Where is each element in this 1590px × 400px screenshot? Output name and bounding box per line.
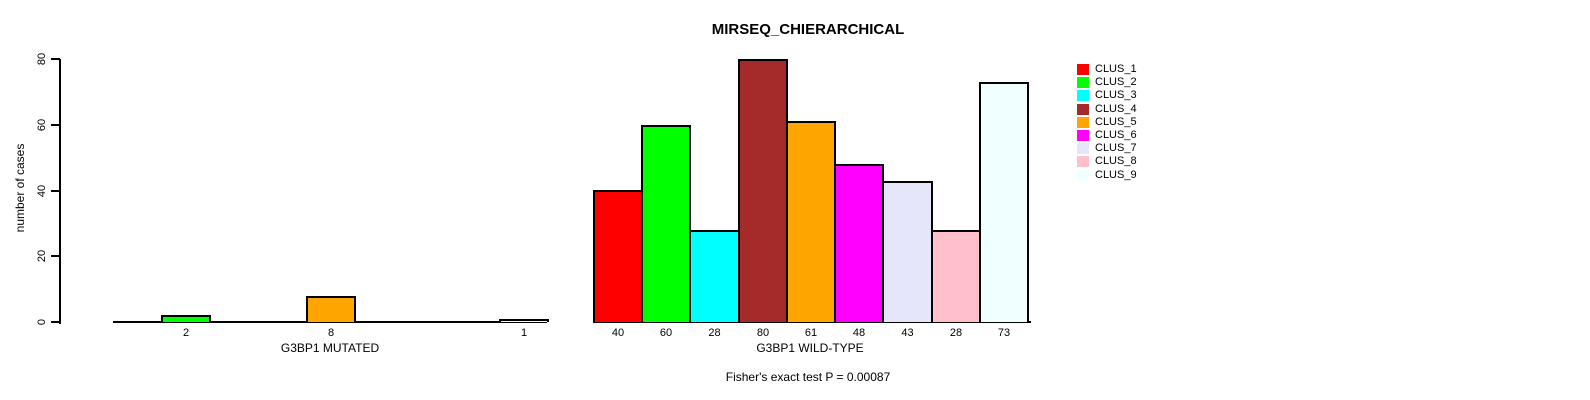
bar-value-label: 28 <box>708 327 721 339</box>
legend: CLUS_1 CLUS_2 CLUS_3 CLUS_4 CLUS_5 CLUS_6 CLUS… <box>1077 63 1217 182</box>
legend-swatch-clus_3 <box>1077 90 1089 102</box>
bar-clus_5-group1 <box>306 296 356 322</box>
x-baseline-mutated-group <box>113 321 547 323</box>
legend-row: CLUS_8 <box>1077 155 1217 168</box>
legend-swatch-clus_4 <box>1077 103 1089 115</box>
y-tick-mark <box>51 124 60 126</box>
bar-value-label: 73 <box>997 327 1011 339</box>
legend-label: CLUS_9 <box>1095 168 1137 181</box>
y-tick-label: 40 <box>36 184 48 198</box>
legend-label: CLUS_3 <box>1095 89 1137 102</box>
y-axis-title: number of cases <box>13 143 27 233</box>
y-tick-label: 60 <box>36 118 48 132</box>
legend-row: CLUS_6 <box>1077 129 1217 142</box>
legend-swatch-clus_8 <box>1077 156 1089 168</box>
bar-value-label: 1 <box>520 327 528 339</box>
bar-clus_7-group2 <box>882 181 933 322</box>
bar-clus_1-group2 <box>593 190 643 322</box>
bar-value-label: 80 <box>756 327 770 339</box>
legend-swatch-clus_7 <box>1077 143 1089 155</box>
x-baseline-wildtype-group <box>593 321 1031 323</box>
legend-swatch-clus_1 <box>1077 64 1089 76</box>
chart-title: MIRSEQ_CHIERARCHICAL <box>711 21 905 38</box>
y-axis-line <box>59 59 61 324</box>
legend-row: CLUS_5 <box>1077 116 1217 129</box>
legend-label: CLUS_4 <box>1095 102 1137 115</box>
x-axis-label-mutated: G3BP1 MUTATED <box>280 341 380 355</box>
legend-row: CLUS_7 <box>1077 142 1217 155</box>
bar-value-label: 61 <box>804 327 818 339</box>
y-tick-mark <box>51 190 60 192</box>
legend-swatch-clus_6 <box>1077 130 1089 142</box>
bar-value-label: 40 <box>611 327 625 339</box>
legend-label: CLUS_7 <box>1095 142 1137 155</box>
bar-clus_9-group2 <box>979 82 1029 322</box>
y-tick-mark <box>51 321 60 323</box>
bar-clus_3-group2 <box>689 230 740 322</box>
legend-swatch-clus_2 <box>1077 77 1089 89</box>
legend-row: CLUS_3 <box>1077 89 1217 102</box>
bar-value-label: 28 <box>949 327 963 339</box>
y-tick-label: 0 <box>36 318 48 326</box>
bar-value-label: 2 <box>182 327 190 339</box>
bar-clus_9-group1 <box>499 319 549 322</box>
bar-clus_2-group1 <box>161 315 211 322</box>
legend-label: CLUS_6 <box>1095 129 1137 142</box>
y-tick-mark <box>51 58 60 60</box>
y-tick-label: 20 <box>36 249 48 263</box>
legend-label: CLUS_8 <box>1095 155 1137 168</box>
x-axis-label-wildtype: G3BP1 WILD-TYPE <box>756 341 864 355</box>
bar-value-label: 43 <box>901 327 914 339</box>
bar-clus_2-group2 <box>641 125 691 322</box>
y-tick-label: 80 <box>36 52 48 66</box>
bar-clus_8-group2 <box>931 230 981 322</box>
legend-label: CLUS_1 <box>1095 63 1137 76</box>
legend-row: CLUS_1 <box>1077 63 1217 76</box>
bar-value-label: 48 <box>852 327 866 339</box>
legend-row: CLUS_9 <box>1077 169 1217 182</box>
bar-value-label: 60 <box>659 327 673 339</box>
legend-row: CLUS_2 <box>1077 76 1217 89</box>
bar-clus_4-group2 <box>738 59 788 322</box>
bar-value-label: 8 <box>327 327 335 339</box>
legend-row: CLUS_4 <box>1077 103 1217 116</box>
fisher-test-annotation: Fisher's exact test P = 0.00087 <box>725 370 891 384</box>
bar-clus_6-group2 <box>834 164 884 322</box>
legend-swatch-clus_9 <box>1077 169 1089 181</box>
legend-swatch-clus_5 <box>1077 116 1089 128</box>
bar-clus_5-group2 <box>786 121 836 322</box>
y-tick-mark <box>51 255 60 257</box>
legend-label: CLUS_2 <box>1095 76 1137 89</box>
legend-label: CLUS_5 <box>1095 115 1137 128</box>
